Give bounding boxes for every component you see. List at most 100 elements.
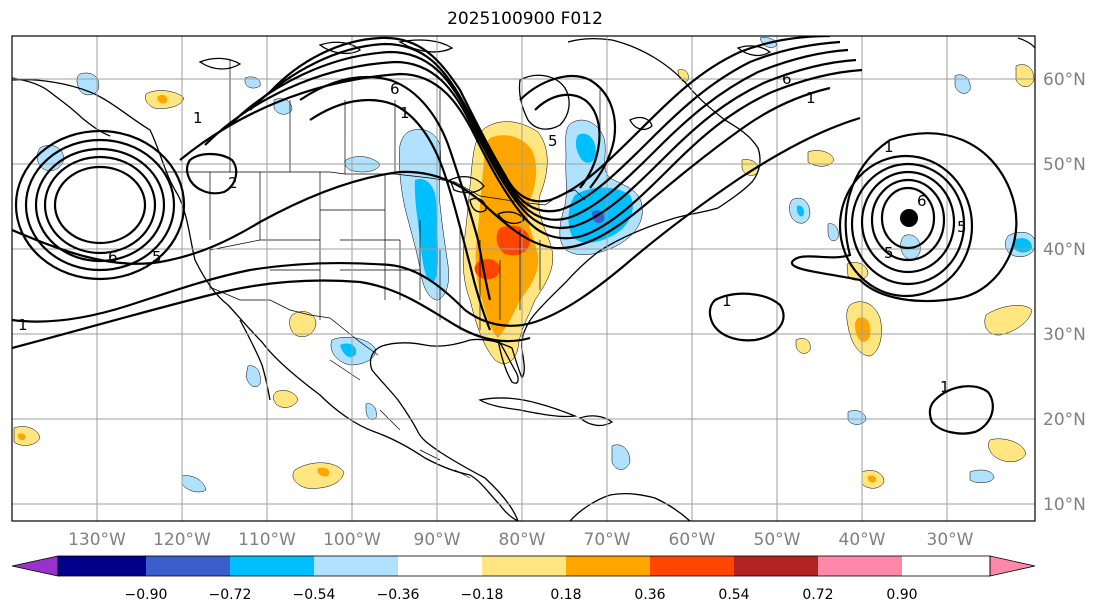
colorbar-segment bbox=[566, 556, 650, 576]
jet-contour-4 bbox=[204, 58, 857, 230]
colorbar-tick: −0.36 bbox=[377, 587, 420, 603]
lat-label: 50°N bbox=[1043, 155, 1086, 175]
colorbar-extend-low bbox=[11, 555, 59, 577]
canada-province-lines bbox=[229, 60, 601, 178]
positive-anomaly-pacific-south-mid bbox=[317, 467, 330, 477]
colorbar-segment bbox=[482, 556, 566, 576]
us-mexico-border bbox=[211, 287, 379, 356]
atlantic-low-contour-3 bbox=[860, 170, 956, 274]
colorbar-tick: 0.54 bbox=[718, 587, 749, 603]
arctic-islands bbox=[198, 39, 772, 131]
positive-anomaly-atlantic-3 bbox=[807, 150, 835, 167]
atlantic-mid-contour bbox=[708, 292, 785, 342]
positive-anomaly-west-pacific bbox=[13, 426, 41, 446]
lat-label: 60°N bbox=[1043, 70, 1086, 90]
lon-label: 30°W bbox=[927, 530, 974, 550]
lat-label: 10°N bbox=[1043, 495, 1086, 515]
colorbar-segment bbox=[398, 556, 482, 576]
hudson-contour-2 bbox=[534, 93, 601, 189]
colorbar-tick: −0.18 bbox=[461, 587, 504, 603]
colorbar-segment bbox=[902, 556, 990, 576]
jet-contour-6 bbox=[12, 86, 831, 265]
atlantic-low-contour-5 bbox=[838, 154, 974, 298]
contour-label: 5 bbox=[957, 218, 967, 236]
atlantic-low-contour-4 bbox=[850, 162, 966, 286]
contour-label: 6 bbox=[917, 192, 927, 210]
lon-label: 50°W bbox=[754, 530, 801, 550]
jet-contour-2 bbox=[249, 40, 841, 213]
lat-label: 20°N bbox=[1043, 410, 1086, 430]
north-america-coast bbox=[12, 78, 519, 521]
colorbar-segment bbox=[58, 556, 146, 576]
atlantic-low-contour-1 bbox=[880, 186, 936, 250]
lon-label: 70°W bbox=[584, 530, 631, 550]
contours bbox=[12, 36, 1018, 435]
colorbar-tick: 0.18 bbox=[550, 587, 581, 603]
colorbar-tick: −0.54 bbox=[293, 587, 336, 603]
contour-label: 6 bbox=[108, 248, 118, 266]
negative-anomaly-northeast-mid bbox=[575, 133, 596, 163]
lon-label: 80°W bbox=[499, 530, 546, 550]
colorbar-tick: −0.72 bbox=[209, 587, 252, 603]
colorbar-tick: 0.36 bbox=[634, 587, 665, 603]
contour-label: 1 bbox=[400, 104, 410, 122]
florida bbox=[497, 339, 519, 384]
colorbar-segment bbox=[230, 556, 314, 576]
colorbar-segment bbox=[734, 556, 818, 576]
iceland bbox=[1017, 37, 1035, 49]
negative-anomaly-atlantic-4 bbox=[827, 223, 839, 242]
negative-anomaly-atlantic-1-mid bbox=[796, 205, 805, 217]
jet-contour-8 bbox=[12, 279, 531, 350]
atlantic-south-contour bbox=[928, 385, 994, 435]
positive-anomaly-atlantic-5 bbox=[988, 438, 1027, 462]
pacific-low-contour-2 bbox=[43, 155, 157, 255]
lon-label: 40°W bbox=[839, 530, 886, 550]
colorbar-segment bbox=[314, 556, 398, 576]
negative-anomaly-pacific-2 bbox=[181, 475, 207, 493]
contour-label: 1 bbox=[193, 109, 203, 127]
positive-anomaly-pacific-south bbox=[292, 462, 345, 489]
colorbar: −0.90 −0.72 −0.54 −0.36 −0.18 0.18 0.36 … bbox=[11, 555, 1036, 603]
positive-anomaly-mexico bbox=[289, 311, 317, 337]
contour-label: 1 bbox=[18, 316, 28, 334]
contour-label: 6 bbox=[390, 80, 400, 98]
negative-anomaly-pacific-4 bbox=[365, 403, 377, 420]
positive-anomaly-greenland bbox=[1015, 64, 1035, 87]
contour-label: 1 bbox=[806, 89, 816, 107]
mexico-central-america-lines bbox=[329, 359, 471, 479]
map-title: 2025100900 F012 bbox=[447, 9, 603, 29]
atlantic-outer-contour bbox=[790, 132, 1018, 303]
south-america bbox=[569, 492, 691, 521]
lon-label: 130°W bbox=[68, 530, 126, 550]
colorbar-extend-high bbox=[989, 555, 1036, 577]
colorbar-frame bbox=[57, 555, 991, 577]
positive-anomaly-west-pacific-dot bbox=[17, 433, 26, 441]
negative-anomaly-caribbean bbox=[611, 444, 631, 470]
atlantic-low-contour-2 bbox=[870, 178, 946, 262]
canada-small-contour bbox=[185, 152, 238, 195]
negative-anomaly-midwest-mid bbox=[414, 179, 438, 283]
map-frame bbox=[11, 35, 1036, 522]
lon-label: 60°W bbox=[669, 530, 716, 550]
lon-label: 120°W bbox=[153, 530, 211, 550]
latitude-axis: 60°N 50°N 40°N 30°N 20°N 10°N bbox=[1043, 70, 1086, 515]
lat-label: 40°N bbox=[1043, 240, 1086, 260]
negative-anomaly-pacific-3 bbox=[245, 365, 261, 387]
contour-labels: 1 2 6 5 6 1 5 6 1 6 5 1 5 1 1 1 bbox=[18, 70, 967, 396]
contour-label: 1 bbox=[940, 378, 950, 396]
lon-label: 110°W bbox=[238, 530, 296, 550]
alaska-coast bbox=[12, 77, 111, 137]
jet-contour-1 bbox=[269, 36, 831, 203]
pacific-low-contour-4 bbox=[24, 138, 176, 272]
positive-anomaly-east-us-dark2 bbox=[474, 259, 500, 280]
jet-contour-3 bbox=[229, 48, 849, 221]
positive-anomaly-atlantic-1-mid bbox=[854, 317, 871, 342]
negative-anomaly-atlantic-6 bbox=[969, 469, 995, 483]
trough-contour-2 bbox=[309, 98, 492, 331]
low-center-marker bbox=[900, 209, 918, 227]
longitude-axis: 130°W 120°W 110°W 100°W 90°W 80°W 70°W 6… bbox=[68, 530, 974, 550]
positive-anomaly-atlantic-6-mid bbox=[867, 475, 877, 483]
colorbar-tick: −0.90 bbox=[125, 587, 168, 603]
lon-label: 90°W bbox=[414, 530, 461, 550]
